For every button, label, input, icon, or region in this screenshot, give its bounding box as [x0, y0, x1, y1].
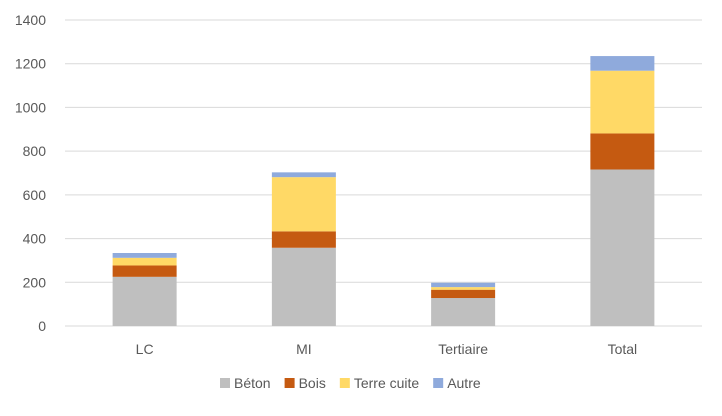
- y-tick-label: 1400: [15, 12, 46, 28]
- legend-swatch: [433, 378, 444, 388]
- x-category-label: LC: [136, 341, 154, 357]
- y-tick-label: 200: [23, 274, 47, 290]
- legend-swatch: [284, 378, 295, 388]
- bar-segment: [590, 70, 655, 134]
- bar-segment: [271, 177, 336, 232]
- bar-segment: [271, 247, 336, 326]
- y-tick-label: 1200: [15, 56, 46, 72]
- bar-segment: [590, 133, 655, 170]
- y-tick-label: 400: [23, 231, 47, 247]
- y-axis-ticks: 0 200 400 600 800 1000 1200 1400: [15, 12, 46, 334]
- y-tick-label: 800: [23, 143, 47, 159]
- bar-segment: [431, 298, 496, 326]
- y-tick-label: 0: [38, 318, 46, 334]
- bar-segment: [431, 282, 496, 288]
- legend-label: Bois: [299, 375, 326, 391]
- bar-segment: [112, 265, 177, 277]
- bar-segment: [431, 289, 496, 299]
- bar-segment: [271, 231, 336, 248]
- legend-label: Terre cuite: [354, 375, 420, 391]
- bar-segment: [271, 172, 336, 178]
- bar-segment: [590, 169, 655, 326]
- bar-segment: [112, 276, 177, 326]
- y-tick-label: 1000: [15, 99, 46, 115]
- legend-label: Béton: [234, 375, 271, 391]
- bar-segment: [112, 252, 177, 258]
- x-category-label: Tertiaire: [438, 341, 488, 357]
- legend-swatch: [220, 378, 230, 388]
- y-tick-label: 600: [23, 187, 47, 203]
- bars: [112, 56, 655, 326]
- legend-label: Autre: [447, 375, 481, 391]
- bar-segment: [590, 56, 655, 71]
- x-category-label: MI: [296, 341, 312, 357]
- bar-segment: [431, 287, 496, 290]
- legend: Béton Bois Terre cuite Autre: [220, 375, 481, 391]
- legend-swatch: [339, 378, 350, 388]
- x-category-label: Total: [608, 341, 638, 357]
- x-axis-categories: LC MI Tertiaire Total: [136, 341, 637, 357]
- bar-segment: [112, 257, 177, 266]
